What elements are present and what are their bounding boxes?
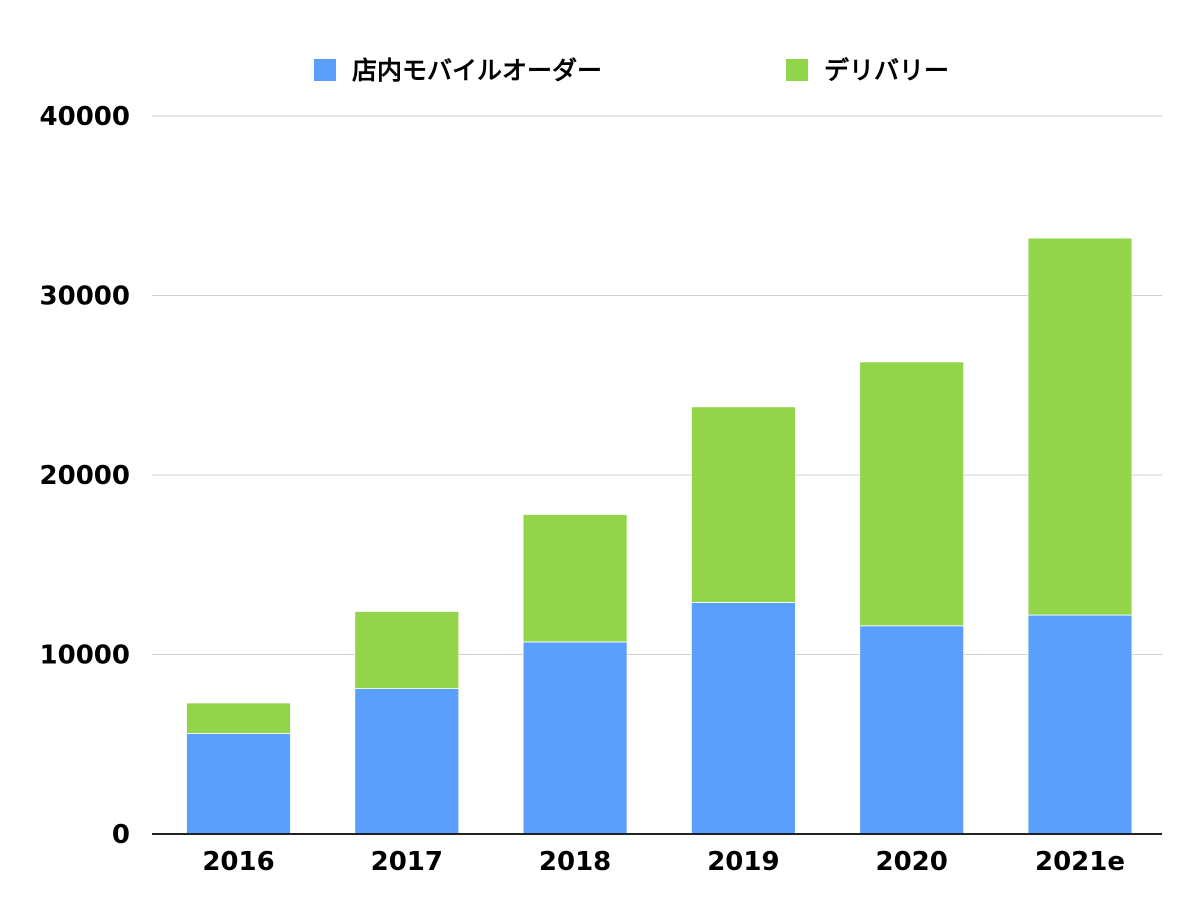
y-tick-label: 30000 [40, 282, 130, 312]
axes: 0 10000 20000 30000 40000 2016 2017 2018 2019 202… [40, 102, 1162, 877]
legend-swatch-series-0 [314, 59, 336, 81]
bar-segment-2020-series-0 [859, 625, 965, 835]
legend-label-series-0: 店内モバイルオーダー [352, 56, 602, 85]
bar-segment-2019-series-1 [691, 406, 796, 603]
gridlines [152, 115, 1162, 655]
x-tick-label: 2021e [1035, 847, 1125, 877]
bars [186, 237, 1133, 835]
bar-segment-2017-series-0 [354, 688, 460, 835]
x-tick-label: 2017 [371, 847, 443, 877]
y-tick-label: 40000 [40, 102, 130, 132]
bar-segment-2020-series-1 [859, 361, 965, 627]
y-tick-label: 0 [112, 820, 130, 850]
y-tick-label: 20000 [40, 461, 130, 491]
bar-segment-2017-series-1 [354, 611, 460, 690]
bar-segment-2018-series-1 [522, 514, 628, 643]
bar-segment-2021e-series-1 [1027, 237, 1133, 616]
x-tick-label: 2019 [707, 847, 779, 877]
legend: 店内モバイルオーダー デリバリー [314, 56, 949, 85]
legend-swatch-series-1 [786, 59, 808, 81]
bar-segment-2018-series-0 [522, 641, 628, 835]
bar-segment-2019-series-0 [691, 602, 796, 835]
y-tick-label: 10000 [40, 641, 130, 671]
x-tick-label: 2016 [202, 847, 274, 877]
x-tick-label: 2018 [539, 847, 611, 877]
x-tick-label: 2020 [876, 847, 948, 877]
bar-segment-2021e-series-0 [1027, 614, 1133, 835]
legend-label-series-1: デリバリー [824, 56, 949, 85]
bar-segment-2016-series-0 [186, 733, 291, 835]
bar-segment-2016-series-1 [186, 702, 291, 734]
